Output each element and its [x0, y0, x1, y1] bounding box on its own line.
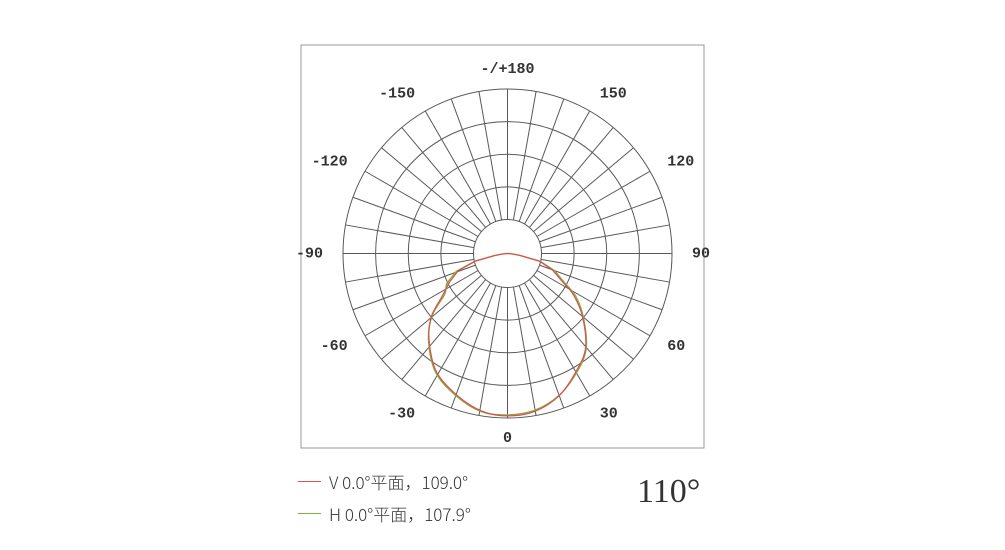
svg-text:0: 0	[503, 430, 512, 447]
svg-text:-/+180: -/+180	[480, 61, 534, 78]
svg-text:150: 150	[600, 86, 627, 103]
svg-text:90: 90	[692, 245, 710, 262]
svg-text:-90: -90	[296, 245, 323, 262]
svg-text:30: 30	[600, 405, 618, 422]
svg-text:-120: -120	[312, 153, 348, 170]
svg-text:-60: -60	[321, 338, 348, 355]
svg-text:60: 60	[667, 338, 685, 355]
svg-text:-150: -150	[379, 86, 415, 103]
svg-text:-30: -30	[388, 405, 415, 422]
svg-text:120: 120	[667, 153, 694, 170]
